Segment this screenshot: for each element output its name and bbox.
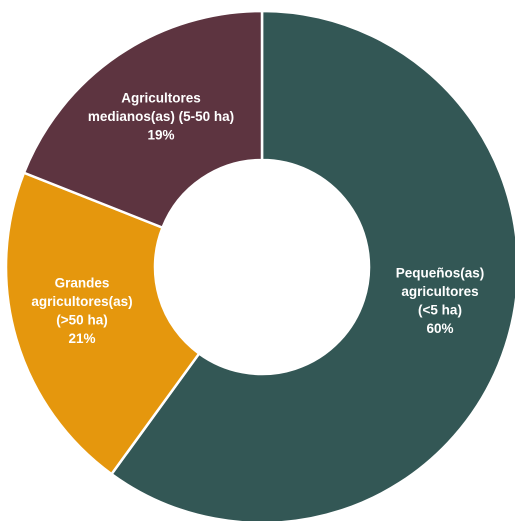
slice-label-line: Grandes — [55, 275, 110, 290]
slice-label-line: Agricultores — [121, 91, 201, 106]
slice-pequenos-label: Pequeños(as) agricultores (<5 ha) 60% — [396, 265, 485, 336]
slice-label-line: (<5 ha) — [418, 302, 462, 317]
chart-labels: Pequeños(as) agricultores (<5 ha) 60% Grande… — [31, 91, 484, 346]
slice-label-line: medianos(as) (5-50 ha) — [88, 109, 234, 124]
slice-label-line: agricultores — [401, 284, 478, 299]
slice-grandes — [4, 171, 201, 476]
slice-grandes-label: Grandes agricultores(as) (>50 ha) 21% — [31, 275, 132, 346]
slice-value: 60% — [426, 321, 453, 336]
slice-medianos-label: Agricultores medianos(as) (5-50 ha) 19% — [88, 91, 234, 143]
slice-label-line: Pequeños(as) — [396, 265, 485, 280]
slice-pequenos — [109, 9, 515, 521]
slice-medianos — [22, 9, 264, 230]
slice-label-line: agricultores(as) — [31, 294, 132, 309]
slice-label-line: (>50 ha) — [56, 312, 107, 327]
slice-value: 19% — [147, 128, 174, 143]
chart-slices — [4, 9, 515, 521]
slice-value: 21% — [68, 331, 95, 346]
